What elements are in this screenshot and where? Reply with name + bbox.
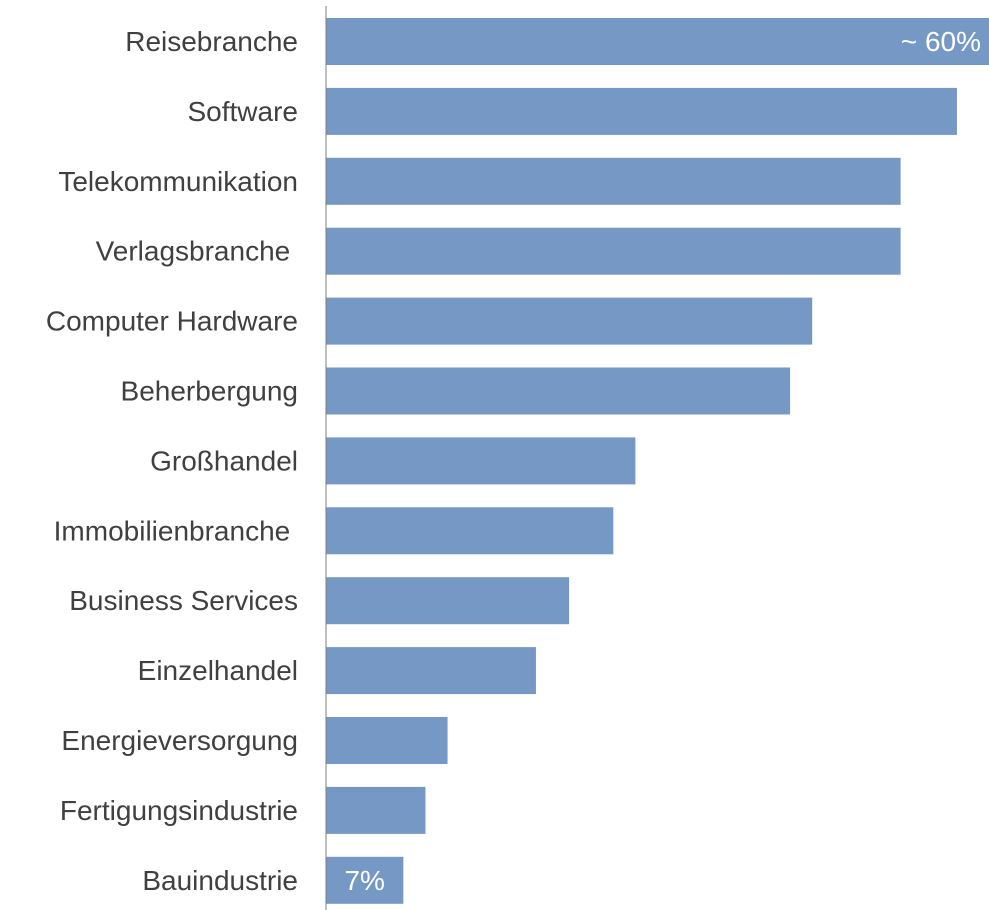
category-label: Computer Hardware	[46, 306, 298, 337]
category-label: Großhandel	[150, 445, 298, 476]
bar	[326, 157, 901, 205]
bar	[326, 227, 901, 275]
bar	[326, 577, 570, 625]
bar	[326, 437, 636, 485]
bar	[326, 507, 614, 555]
category-label: Verlagsbranche	[96, 236, 298, 267]
category-label: Immobilienbranche	[54, 515, 298, 546]
category-label: Telekommunikation	[58, 166, 298, 197]
bar	[326, 856, 404, 904]
bar	[326, 367, 791, 415]
bar	[326, 786, 426, 834]
category-label: Software	[188, 96, 299, 127]
category-label: Fertigungsindustrie	[60, 795, 298, 826]
bar	[326, 717, 448, 764]
category-label: Einzelhandel	[138, 655, 298, 686]
bar	[326, 18, 989, 65]
category-label: Reisebranche	[125, 26, 298, 57]
category-label: Energieversorgung	[61, 725, 298, 756]
category-labels: Reisebranche Software Telekommunikation Ver…	[46, 26, 298, 896]
bars-layer	[326, 18, 989, 904]
bar	[326, 87, 957, 135]
bar	[326, 647, 536, 695]
data-label: ~ 60%	[901, 26, 981, 57]
category-label: Business Services	[69, 585, 298, 616]
category-label: Beherbergung	[121, 376, 298, 407]
data-labels: ~ 60% 7%	[344, 26, 981, 896]
category-label: Bauindustrie	[142, 865, 298, 896]
bar	[326, 297, 813, 345]
data-label: 7%	[344, 865, 384, 896]
